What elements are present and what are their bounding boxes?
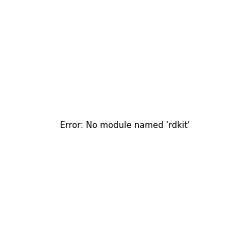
Text: Error: No module named 'rdkit': Error: No module named 'rdkit' [60,120,190,130]
